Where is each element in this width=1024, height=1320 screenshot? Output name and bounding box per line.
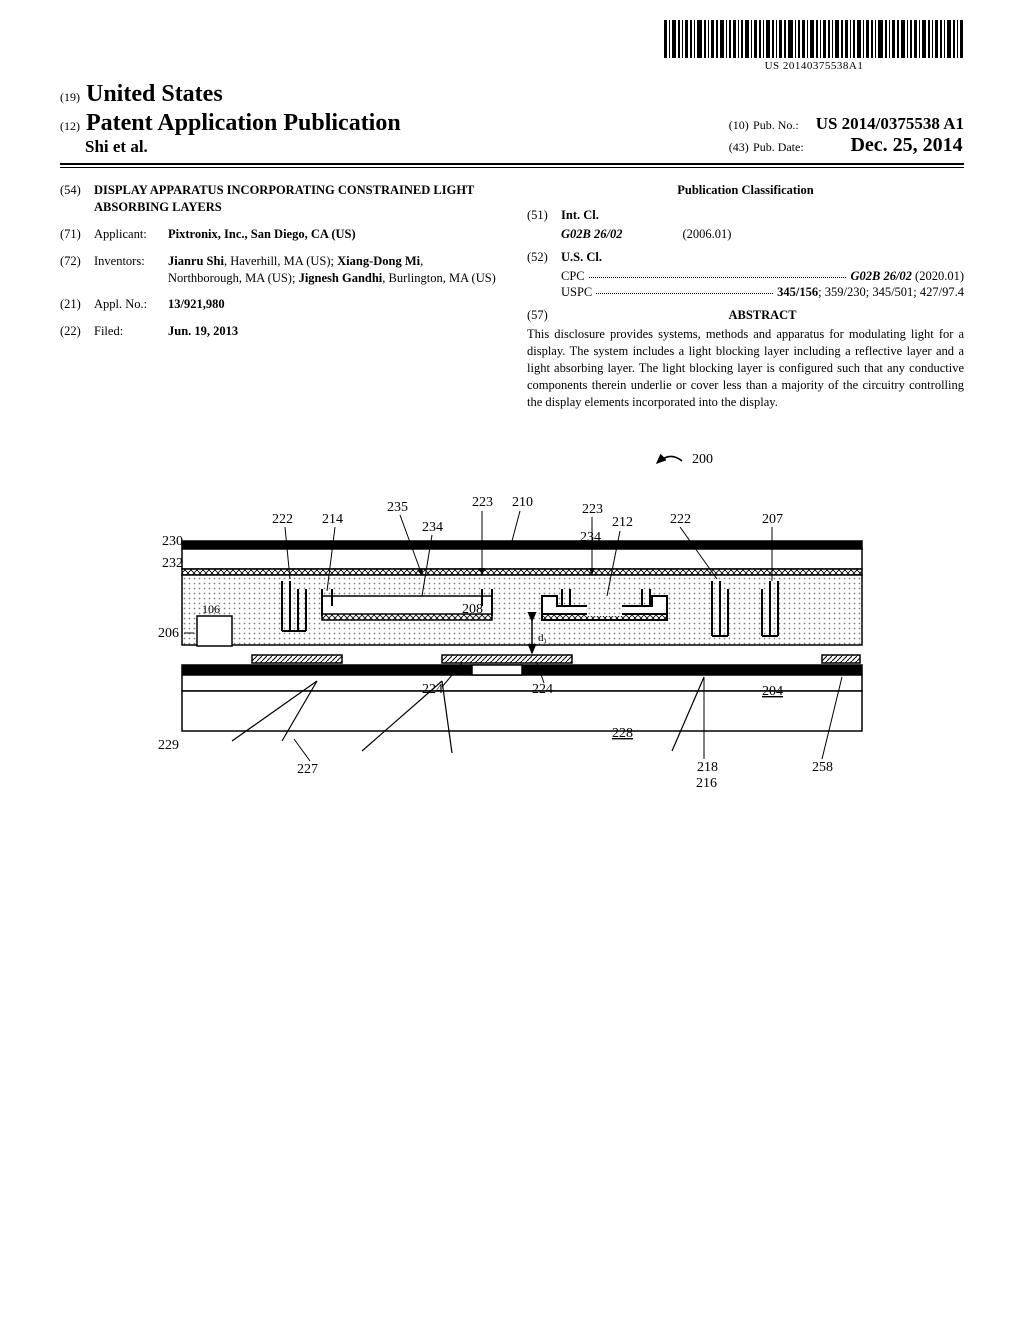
- barcode-region: US 20140375538A1: [60, 20, 964, 73]
- inventors: Jianru Shi, Haverhill, MA (US); Xiang-Do…: [168, 253, 497, 287]
- svg-text:222: 222: [272, 512, 293, 527]
- abstract-head: ABSTRACT: [728, 308, 796, 322]
- uspc-label: USPC: [561, 284, 592, 301]
- svg-text:216: 216: [696, 776, 717, 791]
- svg-text:204: 204: [762, 684, 783, 699]
- pubno: US 2014/0375538 A1: [816, 114, 964, 133]
- field-54: (54) DISPLAY APPARATUS INCORPORATING CON…: [60, 182, 497, 216]
- field-21: (21) Appl. No.: 13/921,980: [60, 296, 497, 313]
- cpc-line: CPC G02B 26/02 (2020.01): [561, 268, 964, 285]
- intcl-label: Int. Cl.: [561, 208, 599, 222]
- rule-thick: [60, 163, 964, 165]
- field-num: (54): [60, 182, 94, 216]
- left-column: (54) DISPLAY APPARATUS INCORPORATING CON…: [60, 182, 497, 411]
- svg-text:234: 234: [422, 520, 443, 535]
- field-71: (71) Applicant: Pixtronix, Inc., San Die…: [60, 226, 497, 243]
- svg-text:223: 223: [472, 495, 493, 510]
- svg-text:224: 224: [532, 682, 553, 697]
- field-num: (22): [60, 323, 94, 340]
- country: United States: [86, 81, 223, 107]
- svg-text:218: 218: [697, 760, 718, 775]
- svg-text:206: 206: [158, 626, 179, 641]
- barcode: US 20140375538A1: [664, 20, 964, 72]
- svg-text:227: 227: [297, 762, 318, 777]
- svg-text:232: 232: [162, 556, 183, 571]
- field-label: Applicant:: [94, 226, 168, 243]
- field-57: (57) ABSTRACT: [527, 307, 964, 324]
- header: (19) United States (12) Patent Applicati…: [60, 81, 964, 168]
- pubdate-prefix: (43): [729, 140, 749, 154]
- field-num: (21): [60, 296, 94, 313]
- uscl-label: U.S. Cl.: [561, 250, 602, 264]
- pubno-label: Pub. No.:: [753, 118, 799, 132]
- publication-type-line: (12) Patent Application Publication: [60, 110, 401, 137]
- right-column: Publication Classification (51) Int. Cl.…: [527, 182, 964, 411]
- field-label: Appl. No.:: [94, 296, 168, 313]
- svg-text:207: 207: [762, 512, 783, 527]
- author-line: Shi et al.: [85, 137, 401, 157]
- cpc-label: CPC: [561, 268, 585, 285]
- svg-text:208: 208: [462, 602, 483, 617]
- field-num: (71): [60, 226, 94, 243]
- svg-text:214: 214: [322, 512, 343, 527]
- svg-text:230: 230: [162, 534, 183, 549]
- svg-text:228: 228: [612, 726, 633, 741]
- patent-figure: 200: [60, 441, 964, 825]
- field-num: (51): [527, 207, 561, 224]
- field-num: (52): [527, 249, 561, 266]
- svg-text:212: 212: [612, 515, 633, 530]
- field-72: (72) Inventors: Jianru Shi, Haverhill, M…: [60, 253, 497, 287]
- field-52: (52) U.S. Cl. CPC G02B 26/02 (2020.01) U…: [527, 249, 964, 302]
- svg-text:200: 200: [692, 452, 713, 467]
- field-label: Inventors:: [94, 253, 168, 287]
- abstract-text: This disclosure provides systems, method…: [527, 326, 964, 410]
- country-line: (19) United States: [60, 81, 964, 108]
- field-num: (72): [60, 253, 94, 287]
- field-51: (51) Int. Cl. G02B 26/02 (2006.01): [527, 207, 964, 243]
- svg-text:d₁: d₁: [538, 632, 548, 644]
- intcl-date: (2006.01): [682, 226, 731, 243]
- svg-text:222: 222: [670, 512, 691, 527]
- svg-text:106: 106: [202, 602, 220, 616]
- svg-text:210: 210: [512, 495, 533, 510]
- pubno-prefix: (10): [729, 118, 749, 132]
- barcode-text: US 20140375538A1: [664, 60, 964, 72]
- pubdate-line: (43) Pub. Date: Dec. 25, 2014: [729, 134, 964, 157]
- field-num: (57): [527, 307, 561, 324]
- svg-text:224: 224: [422, 682, 443, 697]
- svg-text:258: 258: [812, 760, 833, 775]
- uspc-line: USPC 345/156; 359/230; 345/501; 427/97.4: [561, 284, 964, 301]
- pubdate: Dec. 25, 2014: [850, 134, 962, 156]
- svg-text:229: 229: [158, 738, 179, 753]
- pub-type: Patent Application Publication: [86, 110, 401, 136]
- filed-date: Jun. 19, 2013: [168, 323, 497, 340]
- pubno-line: (10) Pub. No.: US 2014/0375538 A1: [729, 114, 964, 134]
- pub-prefix: (12): [60, 119, 80, 133]
- classification-head: Publication Classification: [527, 182, 964, 199]
- field-label: Filed:: [94, 323, 168, 340]
- svg-text:234: 234: [580, 530, 601, 545]
- field-22: (22) Filed: Jun. 19, 2013: [60, 323, 497, 340]
- svg-text:235: 235: [387, 500, 408, 515]
- rule-thin: [60, 167, 964, 168]
- appl-no: 13/921,980: [168, 296, 497, 313]
- invention-title: DISPLAY APPARATUS INCORPORATING CONSTRAI…: [94, 182, 497, 216]
- intcl-code: G02B 26/02: [561, 227, 622, 241]
- svg-text:223: 223: [582, 502, 603, 517]
- applicant: Pixtronix, Inc., San Diego, CA (US): [168, 226, 497, 243]
- country-prefix: (19): [60, 90, 80, 104]
- pubdate-label: Pub. Date:: [753, 140, 804, 154]
